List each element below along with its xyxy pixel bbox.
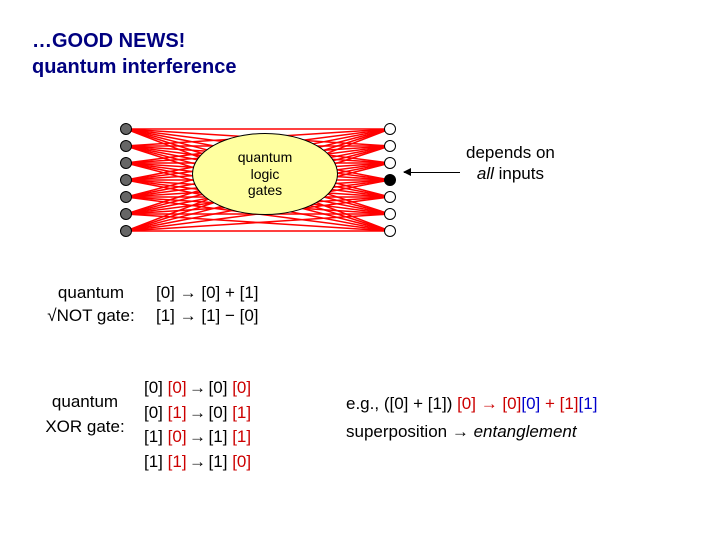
dot-icon: [384, 157, 396, 169]
not-l1: quantum: [58, 283, 124, 302]
left-dots: [120, 123, 132, 237]
gates-l2: logic: [251, 166, 280, 183]
xor-l2: XOR gate:: [45, 417, 124, 436]
arrow-icon: [404, 172, 460, 173]
dot-icon: [120, 140, 132, 152]
title-line-1: …GOOD NEWS!: [32, 30, 185, 52]
dot-icon: [384, 191, 396, 203]
xor-row: [1] [0]→[1] [1]: [144, 425, 251, 450]
gates-l3: gates: [248, 182, 282, 199]
dot-icon: [384, 174, 396, 186]
dot-icon: [384, 123, 396, 135]
dot-icon: [120, 225, 132, 237]
xor-row: [1] [1]→[1] [0]: [144, 450, 251, 475]
gates-l1: quantum: [238, 149, 292, 166]
not-gate-label: quantum √NOT gate:: [30, 282, 152, 328]
xor-l1: quantum: [52, 392, 118, 411]
slide-title: …GOOD NEWS! quantum interference: [32, 28, 236, 80]
sup-line: superposition → entanglement: [346, 418, 597, 446]
depends-post: inputs: [494, 164, 544, 183]
title-line-2: quantum interference: [32, 56, 236, 78]
dot-icon: [384, 140, 396, 152]
not-row-1: [0] → [0] + [1]: [156, 282, 259, 305]
not-l2: √NOT gate:: [47, 306, 134, 325]
dot-icon: [384, 208, 396, 220]
not-row-2: [1] → [1] − [0]: [156, 305, 259, 328]
depends-l1: depends on: [466, 143, 555, 162]
xor-example: e.g., ([0] + [1]) [0] → [0][0] + [1][1] …: [346, 390, 597, 446]
xor-row: [0] [0]→[0] [0]: [144, 376, 251, 401]
depends-label: depends on all inputs: [466, 142, 555, 185]
xor-gate-label: quantum XOR gate:: [30, 390, 140, 439]
not-gate-table: [0] → [0] + [1] [1] → [1] − [0]: [156, 282, 259, 328]
interference-diagram: quantum logic gates: [120, 115, 410, 235]
dot-icon: [120, 191, 132, 203]
dot-icon: [120, 208, 132, 220]
dot-icon: [120, 123, 132, 135]
xor-gate-section: quantum XOR gate: [0] [0]→[0] [0] [0] [1…: [30, 376, 251, 475]
xor-row: [0] [1]→[0] [1]: [144, 401, 251, 426]
xor-gate-table: [0] [0]→[0] [0] [0] [1]→[0] [1] [1] [0]→…: [144, 376, 251, 475]
gates-oval: quantum logic gates: [192, 133, 338, 215]
dot-icon: [120, 157, 132, 169]
not-gate-section: quantum √NOT gate: [0] → [0] + [1] [1] →…: [30, 282, 259, 328]
dot-icon: [384, 225, 396, 237]
dot-icon: [120, 174, 132, 186]
depends-all: all: [477, 164, 494, 183]
right-dots: [384, 123, 396, 237]
eg-line: e.g., ([0] + [1]) [0] → [0][0] + [1][1]: [346, 390, 597, 418]
